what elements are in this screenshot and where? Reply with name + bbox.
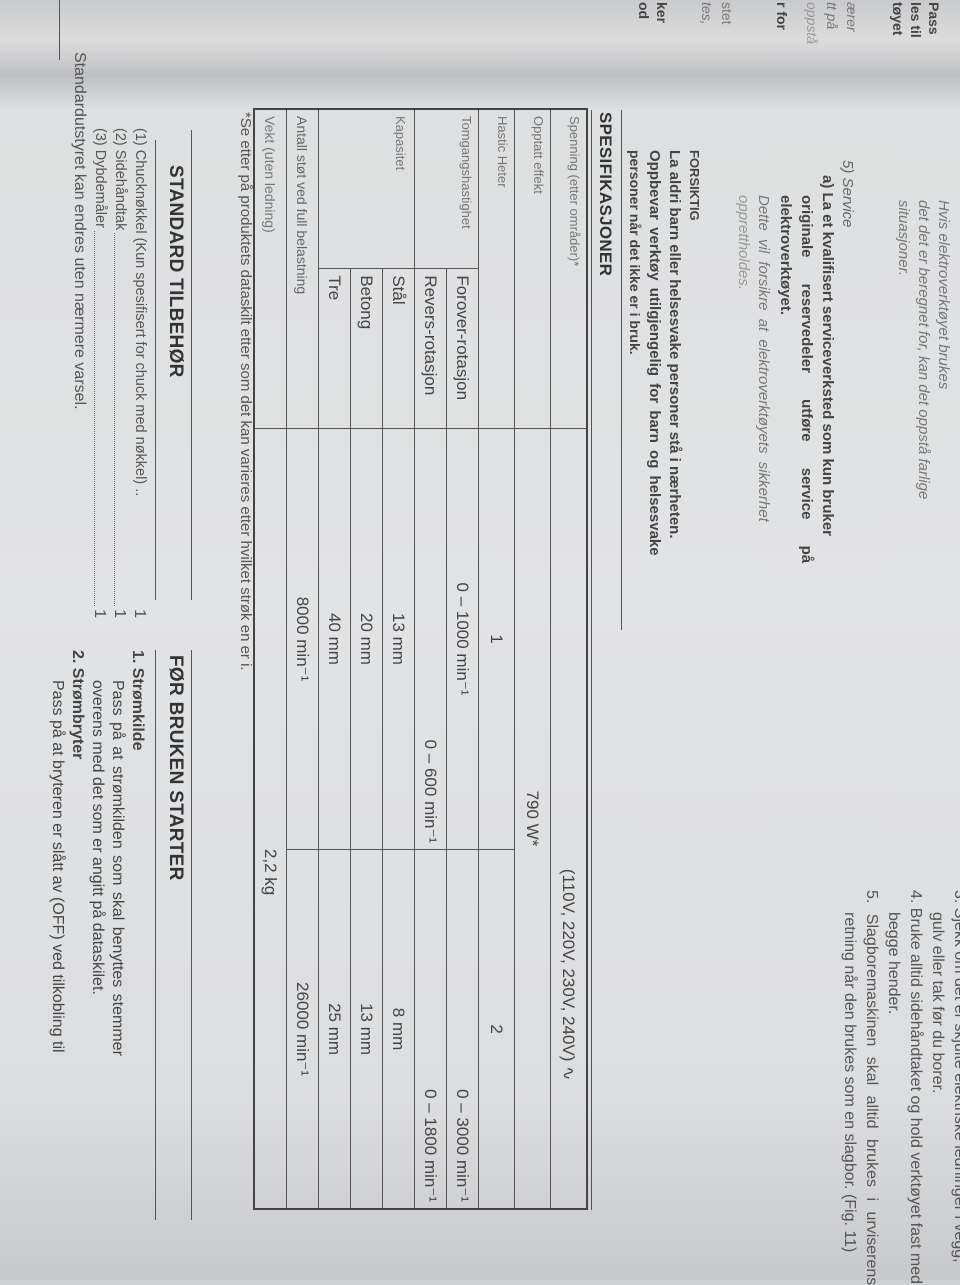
weight-label: Vekt (uten ledning) (254, 109, 287, 429)
table-row: Revers-rotasjon 0 – 600 min⁻¹ 0 – 1800 m… (414, 109, 447, 1209)
impact-1: 8000 min⁻¹ (286, 428, 319, 850)
text-line: 3. Sjekk om det er skjulte elektriske le… (951, 890, 960, 1263)
fragment: r for (774, 2, 790, 30)
item-label: (1) Chucknøkkel (Kun spesifisert for chu… (132, 128, 148, 497)
wood-1: 40 mm (318, 428, 351, 850)
dot-leader (114, 233, 128, 607)
concrete-label: Betong (350, 268, 383, 429)
fragment: ærer (844, 2, 860, 32)
caution-title: FORSIKTIG (687, 150, 702, 221)
capacity-label: Kapasitet (318, 109, 415, 269)
item-qty: 1 (91, 609, 108, 618)
item-title: 2. Strømbryter (69, 650, 86, 760)
text-line: 5. Slagboremaskinen skal alltid brukes i… (863, 890, 880, 1285)
divider (591, 110, 592, 1210)
accessories-note: Standardutstyret kan endres uten nærmere… (71, 52, 88, 410)
table-row: Betong 20 mm 13 mm (350, 109, 383, 1209)
text-line: begge hender. (885, 912, 902, 1015)
divider (621, 110, 622, 630)
text-line: Oppbevar verktøy utilgjengelig for barn … (646, 150, 663, 556)
fragment: Pass (926, 2, 942, 35)
steel-1: 13 mm (382, 428, 415, 850)
text-line: det det er beregnet for, kan det oppstå … (915, 200, 932, 500)
impact-2: 26000 min⁻¹ (286, 849, 319, 1209)
table-row: Tomgangshastighet Forover-rotasjon 0 – 1… (414, 109, 479, 1209)
text-line: situasjoner. (895, 200, 912, 277)
text-line: a) La et kvalifisert serviceverksted som… (819, 175, 836, 537)
table-row: Hastic Heter 1 2 (478, 109, 515, 1209)
divider (191, 650, 192, 1220)
forward-1: 0 – 1000 min⁻¹ (446, 428, 479, 850)
accessories-title: STANDARD TILBEHØR (165, 165, 186, 378)
wood-2: 25 mm (318, 849, 351, 1209)
text-line: overens med det som er angitt på dataski… (89, 680, 106, 995)
text-line: 4. Bruke alltid sidehåndtaket og hold ve… (907, 890, 924, 1284)
text-line: personer når det ikke er i bruk. (627, 150, 643, 355)
speed-label: Hastic Heter (478, 109, 515, 429)
reverse-1: 0 – 600 min⁻¹ (414, 428, 447, 850)
item-label: (3) Dybdemåler (92, 128, 108, 228)
item-title: 1. Strømkilde (129, 650, 146, 751)
text-line: opprettholdes. (735, 195, 752, 291)
text-line: gulv eller tak før du borer. (929, 912, 946, 1094)
table-row: Spenning (etter områder)* (110V, 220V, 2… (550, 109, 587, 1209)
text-line: retning når den brukes som en slagbor. (… (841, 912, 858, 1253)
voltage-value: (110V, 220V, 230V, 240V) ∿ (550, 428, 587, 1209)
fragment: tes, (699, 2, 715, 25)
divider (155, 140, 156, 600)
spec-title: SPESIFIKASJONER (596, 112, 615, 277)
list-item: (3) Dybdemåler 1 (90, 128, 108, 618)
forward-label: Forover-rotasjon (446, 268, 479, 429)
fragment: les til (908, 2, 924, 38)
idle-speed-label: Tomgangshastighet (414, 109, 479, 269)
divider (191, 130, 192, 600)
concrete-1: 20 mm (350, 428, 383, 850)
table-row: Vekt (uten ledning) 2,2 kg (254, 109, 287, 1209)
text-line: La aldri barn eller helsesvake personer … (666, 150, 683, 539)
table-row: Opptatt effekt 790 W* (514, 109, 551, 1209)
forward-2: 0 – 3000 min⁻¹ (446, 849, 479, 1209)
voltage-label: Spenning (etter områder)* (550, 109, 587, 429)
text-line: Hvis elektroverktøyet brukes (935, 200, 952, 390)
power-value: 790 W* (514, 428, 551, 1209)
text-line: Pass på at strømkilden som skal benyttes… (109, 680, 126, 1056)
power-label: Opptatt effekt (514, 109, 551, 429)
table-row: Kapasitet Stål 13 mm 8 mm (318, 109, 415, 1209)
fragment: od (636, 2, 652, 20)
service-title: 5) Service (839, 160, 856, 228)
dot-leader (94, 230, 108, 607)
item-qty: 1 (131, 609, 148, 618)
steel-2: 8 mm (382, 849, 415, 1209)
fragment: oppstå (804, 2, 820, 45)
impact-label: Antall støt ved full belastning (286, 109, 319, 429)
item-qty: 1 (111, 609, 128, 618)
text-line: Pass på at bryteren er slått av (OFF) ve… (49, 680, 66, 1053)
fragment: tt på (824, 2, 840, 30)
fragment: stet (719, 2, 735, 25)
reverse-2: 0 – 1800 min⁻¹ (414, 849, 447, 1209)
spec-table: Spenning (etter områder)* (110V, 220V, 2… (253, 108, 588, 1210)
text-line: originale reservedeler utføre service på (798, 195, 815, 564)
spec-footnote: *Se etter på produktets dataskilt etter … (237, 112, 254, 671)
table-row: Tre 40 mm 25 mm (318, 109, 351, 1209)
list-item: (2) Sidehåndtak 1 (110, 128, 128, 618)
steel-label: Stål (382, 268, 415, 429)
speed-2: 2 (478, 849, 515, 1209)
text-line: Dette vil forsikre at elektroverktøyets … (755, 195, 772, 522)
item-label: (2) Sidehåndtak (112, 128, 128, 231)
table-row: Antall støt ved full belastning 8000 min… (286, 109, 319, 1209)
speed-1: 1 (478, 428, 515, 850)
divider (155, 650, 156, 1220)
wood-label: Tre (318, 268, 351, 429)
fragment: ker (654, 2, 670, 24)
text-line: elektroverktøyet. (777, 195, 794, 316)
fragment: tøyet (890, 2, 906, 36)
concrete-2: 13 mm (350, 849, 383, 1209)
list-item: (1) Chucknøkkel (Kun spesifisert for chu… (130, 128, 148, 618)
before-use-title: FØR BRUKEN STARTER (165, 655, 186, 881)
weight-value: 2,2 kg (254, 428, 287, 1209)
reverse-label: Revers-rotasjon (414, 268, 447, 429)
divider (59, 0, 60, 60)
